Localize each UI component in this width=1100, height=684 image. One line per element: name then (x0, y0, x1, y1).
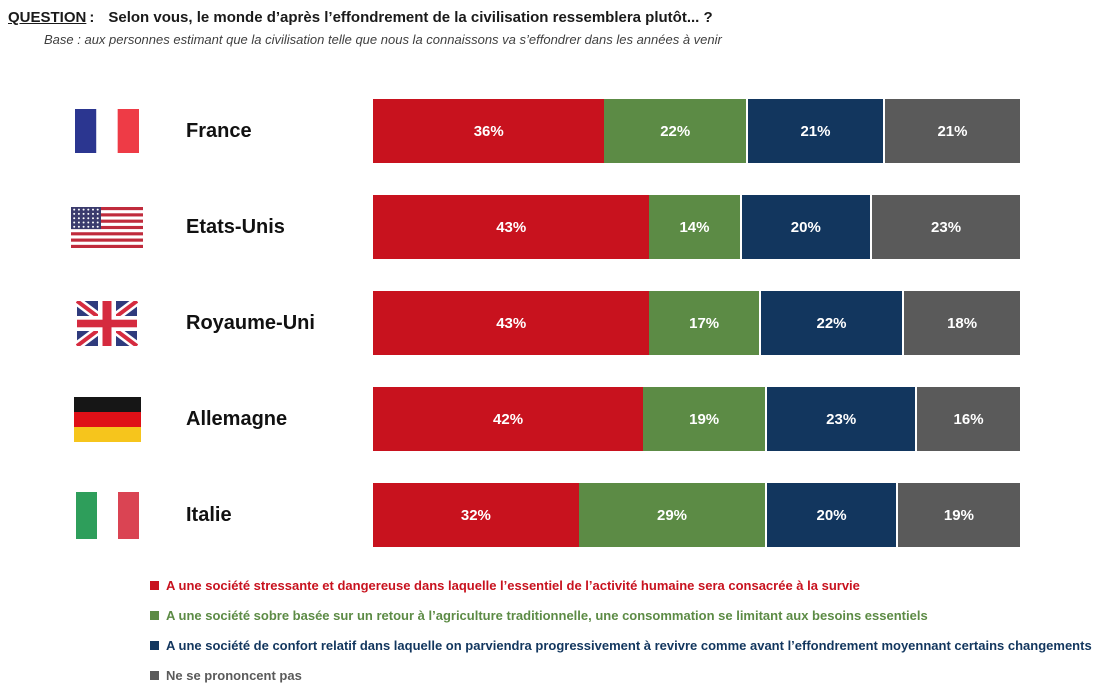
segment-value: 43% (496, 218, 527, 236)
bar-segment-nsp: 16% (917, 387, 1020, 451)
bar-segment-nsp: 21% (884, 99, 1020, 163)
legend-swatch-nsp (150, 671, 159, 680)
legend-item-nsp: Ne se prononcent pas (150, 668, 1100, 684)
segment-value: 36% (473, 122, 504, 140)
segment-value: 20% (816, 506, 847, 524)
bar-segment-survie: 42% (373, 387, 644, 451)
legend-label-nsp: Ne se prononcent pas (166, 668, 302, 683)
bar-segment-confort: 23% (765, 387, 918, 451)
segment-value: 23% (826, 410, 857, 428)
legend-item-sobre: A une société sobre basée sur un retour … (150, 608, 1100, 624)
chart-row-allemagne: Allemagne 42% 19% 23% 16% (0, 387, 1100, 451)
legend-label-sobre: A une société sobre basée sur un retour … (166, 608, 928, 623)
bar-segment-sobre: 14% (649, 195, 740, 259)
stacked-bar: 36% 22% 21% 21% (373, 99, 1020, 163)
question-label: QUESTION (8, 9, 87, 26)
stacked-bar: 32% 29% 20% 19% (373, 483, 1020, 547)
bar-segment-survie: 36% (373, 99, 605, 163)
country-label: Royaume-Uni (186, 311, 315, 334)
chart-legend: A une société stressante et dangereuse d… (150, 578, 1100, 684)
bar-segment-confort: 20% (739, 195, 873, 259)
question-text: Selon vous, le monde d’après l’effondrem… (108, 9, 713, 26)
bar-segment-confort: 22% (758, 291, 905, 355)
country-label: Italie (186, 503, 232, 526)
segment-value: 16% (953, 410, 984, 428)
bar-segment-sobre: 22% (604, 99, 746, 163)
segment-value: 32% (460, 506, 491, 524)
legend-swatch-confort (150, 641, 159, 650)
segment-value: 22% (660, 122, 691, 140)
royaume-uni-flag (71, 300, 143, 346)
bar-segment-nsp: 19% (897, 483, 1020, 547)
header: QUESTION: Selon vous, le monde d’après l’… (0, 0, 1100, 47)
stacked-bar: 43% 17% 22% 18% (373, 291, 1020, 355)
stacked-bar-chart: France 36% 22% 21% 21% Etats-Unis 43% 14% 20% 23%… (0, 99, 1100, 684)
chart-rows: France 36% 22% 21% 21% Etats-Unis 43% 14% 20% 23%… (0, 99, 1100, 547)
segment-value: 18% (947, 314, 978, 332)
etats-unis-flag (71, 206, 143, 248)
bar-segment-sobre: 19% (643, 387, 766, 451)
legend-swatch-survie (150, 581, 159, 590)
legend-swatch-sobre (150, 611, 159, 620)
base-note: Base : aux personnes estimant que la civ… (44, 32, 722, 47)
bar-segment-nsp: 23% (872, 195, 1020, 259)
country-label: Allemagne (186, 407, 288, 430)
segment-value: 43% (496, 314, 527, 332)
segment-value: 19% (943, 506, 974, 524)
segment-value: 20% (790, 218, 821, 236)
segment-value: 29% (656, 506, 688, 524)
france-flag (71, 109, 143, 153)
legend-item-survie: A une société stressante et dangereuse d… (150, 578, 1100, 594)
bar-segment-confort: 21% (745, 99, 885, 163)
italie-flag (71, 491, 143, 539)
chart-row-royaume-uni: Royaume-Uni 43% 17% 22% 18% (0, 291, 1100, 355)
bar-segment-confort: 20% (765, 483, 898, 547)
segment-value: 21% (937, 122, 968, 140)
allemagne-flag (71, 396, 143, 442)
segment-value: 19% (689, 410, 720, 428)
bar-segment-survie: 43% (373, 291, 650, 355)
segment-value: 21% (800, 122, 831, 140)
stacked-bar: 42% 19% 23% 16% (373, 387, 1020, 451)
legend-label-survie: A une société stressante et dangereuse d… (166, 578, 860, 593)
country-label: France (186, 119, 252, 142)
bar-segment-survie: 43% (373, 195, 650, 259)
segment-value: 23% (931, 218, 962, 236)
bar-segment-survie: 32% (373, 483, 579, 547)
chart-row-etats-unis: Etats-Unis 43% 14% 20% 23% (0, 195, 1100, 259)
segment-value: 42% (493, 410, 524, 428)
bar-segment-sobre: 29% (578, 483, 766, 547)
segment-value: 14% (679, 218, 710, 236)
country-label: Etats-Unis (186, 215, 285, 238)
segment-value: 22% (816, 314, 847, 332)
chart-row-france: France 36% 22% 21% 21% (0, 99, 1100, 163)
bar-segment-sobre: 17% (649, 291, 759, 355)
bar-segment-nsp: 18% (904, 291, 1020, 355)
segment-value: 17% (689, 314, 720, 332)
chart-row-italie: Italie 32% 29% 20% 19% (0, 483, 1100, 547)
legend-label-confort: A une société de confort relatif dans la… (166, 638, 1092, 653)
legend-item-confort: A une société de confort relatif dans la… (150, 638, 1100, 654)
stacked-bar: 43% 14% 20% 23% (373, 195, 1020, 259)
question-title: QUESTION: Selon vous, le monde d’après l’… (8, 9, 1100, 26)
question-colon: : (89, 9, 95, 26)
